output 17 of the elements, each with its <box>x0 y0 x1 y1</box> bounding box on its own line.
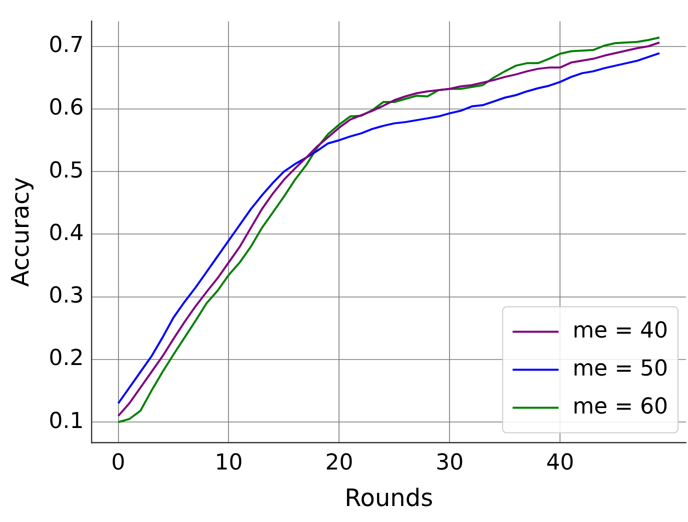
x-tick-label: 20 <box>325 450 354 476</box>
legend-label: me = 50 <box>572 356 668 382</box>
y-tick-label: 0.2 <box>48 346 84 372</box>
y-axis-title: Accuracy <box>6 177 35 287</box>
y-tick-label: 0.5 <box>48 158 84 184</box>
y-tick-label: 0.6 <box>48 96 84 121</box>
y-tick-label: 0.4 <box>48 220 84 246</box>
legend-label: me = 40 <box>572 318 668 344</box>
x-axis-title: Rounds <box>344 484 434 512</box>
x-tick-label: 40 <box>546 450 574 476</box>
y-tick-label: 0.7 <box>48 32 84 58</box>
x-tick-label: 0 <box>111 450 126 476</box>
x-tick-label: 30 <box>436 450 464 476</box>
y-tick-label: 0.3 <box>48 284 84 309</box>
y-tick-label: 0.1 <box>48 408 84 434</box>
legend-label: me = 60 <box>572 394 668 420</box>
x-tick-label: 10 <box>214 450 243 476</box>
